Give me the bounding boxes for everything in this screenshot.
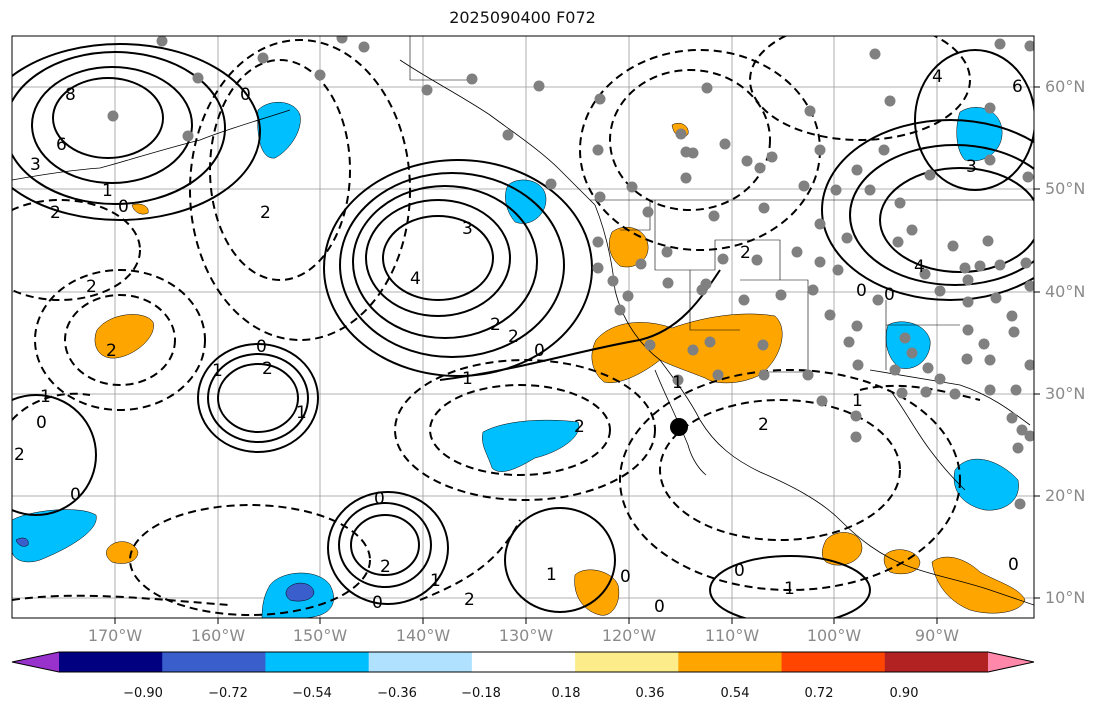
lat-label: 10°N xyxy=(1045,588,1086,607)
contour-label: 4 xyxy=(410,269,421,289)
lon-label: 100°W xyxy=(806,626,862,645)
contour-label: 1 xyxy=(784,579,795,599)
contour-label: 6 xyxy=(1012,77,1023,97)
contour-label: 2 xyxy=(740,243,751,263)
contour-label: 0 xyxy=(36,413,47,433)
colorbar-swatch xyxy=(162,652,266,672)
contour-label: 2 xyxy=(14,445,25,465)
colorbar-tick-label: −0.36 xyxy=(377,686,417,701)
contour-label: 0 xyxy=(534,341,545,361)
colorbar xyxy=(11,651,1035,673)
contour-label-group: 8 6 3 2 0 1 2 0 2 3 4 2 2 0 1 2 0 2 1 0 … xyxy=(14,67,1023,617)
contour-label: 0 xyxy=(372,593,383,613)
colorbar-extend-high xyxy=(988,652,1034,672)
colorbar-tick-label: −0.72 xyxy=(208,686,248,701)
colorbar-tick-label: 0.18 xyxy=(551,686,581,701)
contour-label: 2 xyxy=(262,359,273,379)
lon-label: 150°W xyxy=(292,626,348,645)
lat-label: 50°N xyxy=(1045,179,1086,198)
contour-label: 2 xyxy=(380,557,391,577)
lon-label: 140°W xyxy=(395,626,451,645)
contour-label: 2 xyxy=(758,415,769,435)
gridlines xyxy=(12,36,1034,618)
map-title: 2025090400 F072 xyxy=(449,8,596,27)
lon-label: 110°W xyxy=(704,626,760,645)
contour-label: 1 xyxy=(852,391,863,411)
contour-label: 2 xyxy=(106,341,117,361)
contour-label: 0 xyxy=(70,485,81,505)
colorbar-outline xyxy=(11,651,1035,673)
contour-label: 1 xyxy=(40,387,51,407)
lon-label: 120°W xyxy=(601,626,657,645)
colorbar-tick-label: 0.72 xyxy=(804,686,834,701)
colorbar-tick-label: 0.90 xyxy=(889,686,919,701)
contour-label: 2 xyxy=(464,590,475,610)
contours-positive xyxy=(12,43,1034,618)
lon-label: 130°W xyxy=(498,626,554,645)
contour-label: 0 xyxy=(734,561,745,581)
contour-label: 3 xyxy=(30,155,41,175)
contour-label: 0 xyxy=(256,337,267,357)
contour-label: 0 xyxy=(1008,555,1019,575)
contour-label: 3 xyxy=(966,157,977,177)
coastlines xyxy=(12,59,1034,606)
colorbar-swatch xyxy=(471,652,576,672)
contour-label: 0 xyxy=(374,489,385,509)
colorbar-swatch xyxy=(368,652,473,672)
shaded-regions xyxy=(12,102,1026,618)
lat-label: 20°N xyxy=(1045,486,1086,505)
lon-label: 90°W xyxy=(914,626,960,645)
colorbar-tick-label: −0.54 xyxy=(292,686,332,701)
colorbar-swatch xyxy=(884,652,989,672)
colorbar-swatch xyxy=(575,652,679,672)
station-dots xyxy=(107,36,1034,510)
colorbar-swatch xyxy=(678,652,783,672)
colorbar-swatch xyxy=(781,652,886,672)
colorbar-tick-label: 0.54 xyxy=(720,686,750,701)
colorbar-tick-label: −0.90 xyxy=(123,686,163,701)
lon-label: 160°W xyxy=(190,626,246,645)
contour-label: 2 xyxy=(490,315,501,335)
contour-label: 2 xyxy=(86,277,97,297)
contour-label: 2 xyxy=(260,203,271,223)
contour-label: 1 xyxy=(212,361,223,381)
contour-label: 0 xyxy=(884,285,895,305)
contour-label: 1 xyxy=(430,571,441,591)
contour-label: 8 xyxy=(65,85,76,105)
lat-label: 40°N xyxy=(1045,282,1086,301)
contour-label: 0 xyxy=(654,597,665,617)
lon-label: 170°W xyxy=(87,626,143,645)
axis-ticks xyxy=(114,86,1040,624)
contour-label: 0 xyxy=(240,85,251,105)
contour-label: 2 xyxy=(574,417,585,437)
map-frame xyxy=(11,35,1035,619)
colorbar-extend-low xyxy=(12,652,59,672)
contour-label: 0 xyxy=(856,281,867,301)
contour-label: 1 xyxy=(102,181,113,201)
contour-label: 1 xyxy=(672,373,683,393)
contour-label: 2 xyxy=(50,203,61,223)
colorbar-tick-label: −0.18 xyxy=(461,686,501,701)
map-area xyxy=(12,36,1034,618)
highlight-dot xyxy=(670,418,688,436)
contour-label: 3 xyxy=(462,219,473,239)
colorbar-swatch xyxy=(59,652,163,672)
contour-label: 6 xyxy=(56,135,67,155)
contour-label: 2 xyxy=(508,327,519,347)
contour-label: 4 xyxy=(932,67,943,87)
lat-label: 30°N xyxy=(1045,384,1086,403)
colorbar-swatch xyxy=(265,652,370,672)
colorbar-tick-label: 0.36 xyxy=(635,686,665,701)
lat-label: 60°N xyxy=(1045,77,1086,96)
contour-label: 0 xyxy=(620,567,631,587)
contour-label: 0 xyxy=(118,197,129,217)
contour-label: 1 xyxy=(462,369,473,389)
contour-label: 1 xyxy=(546,565,557,585)
contour-label: 4 xyxy=(914,257,925,277)
contour-label: 1 xyxy=(296,403,307,423)
contours-negative xyxy=(12,36,981,616)
